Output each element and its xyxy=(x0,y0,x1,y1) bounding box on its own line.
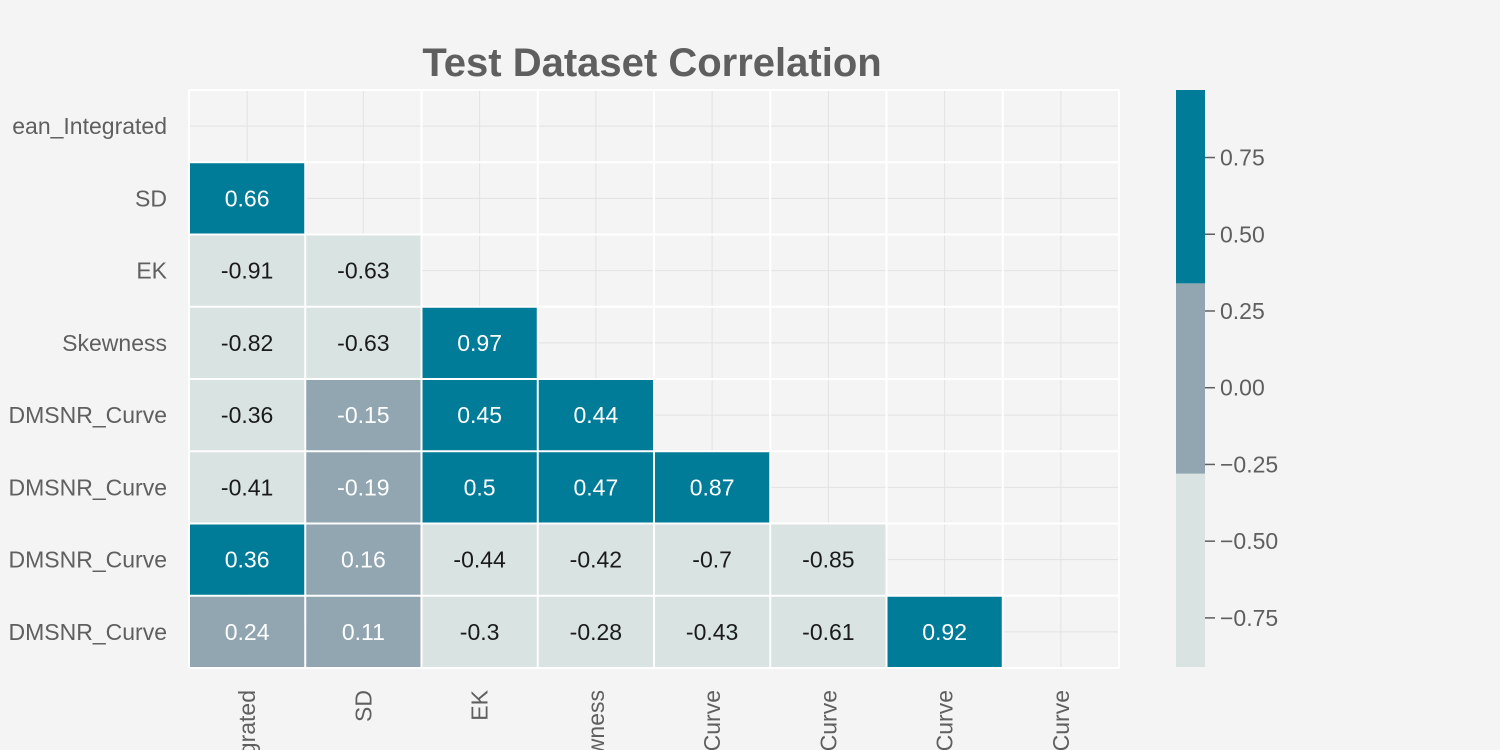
cell-value-label: 0.5 xyxy=(464,474,496,500)
heatmap-cell xyxy=(306,452,421,523)
cell-value-label: -0.28 xyxy=(570,619,622,645)
cell-value-label: 0.11 xyxy=(342,619,385,645)
heatmap-cell xyxy=(190,163,305,234)
colorbar-tick-label: 0.25 xyxy=(1220,298,1265,324)
heatmap-cell xyxy=(771,524,886,595)
x-tick-label: wness xyxy=(583,690,609,750)
cell-value-label: 0.24 xyxy=(225,619,270,645)
y-tick-label: Skewness xyxy=(62,330,167,356)
cell-value-label: -0.42 xyxy=(570,547,622,573)
x-tick-label: Curve xyxy=(699,690,725,750)
heatmap-cell xyxy=(887,596,1002,667)
heatmap-cell xyxy=(422,380,537,451)
x-tick-label: Curve xyxy=(815,690,841,750)
cell-value-label: -0.91 xyxy=(221,258,273,284)
y-tick-label: DMSNR_Curve xyxy=(9,547,167,573)
colorbar-tick-label: −0.25 xyxy=(1220,451,1278,477)
cell-value-label: -0.3 xyxy=(460,619,500,645)
heatmap-cell xyxy=(190,235,305,306)
x-tick-label: EK xyxy=(467,689,493,720)
cell-value-label: -0.43 xyxy=(686,619,738,645)
heatmap-cell xyxy=(771,596,886,667)
heatmap-cell xyxy=(306,235,421,306)
y-tick-label: SD xyxy=(135,185,167,211)
cell-value-label: -0.44 xyxy=(453,547,506,573)
x-tick-label: Curve xyxy=(1048,690,1074,750)
cell-value-label: -0.63 xyxy=(337,258,389,284)
heatmap-cell xyxy=(422,307,537,378)
heatmap-cell xyxy=(422,524,537,595)
x-axis-tick-labels: grated SD EK wness Curve Curve Curve Curve xyxy=(234,689,1074,750)
cell-value-label: -0.85 xyxy=(802,547,854,573)
heatmap-cell xyxy=(422,596,537,667)
colorbar-tick-label: −0.75 xyxy=(1220,605,1278,631)
cell-value-label: 0.87 xyxy=(690,474,735,500)
cell-value-label: -0.82 xyxy=(221,330,273,356)
heatmap-cell xyxy=(538,596,653,667)
colorbar-tick-label: 0.00 xyxy=(1220,375,1265,401)
colorbar-tick-label: −0.50 xyxy=(1220,528,1278,554)
heatmap-cell xyxy=(190,596,305,667)
heatmap-cell xyxy=(190,307,305,378)
cell-value-label: -0.61 xyxy=(802,619,854,645)
heatmap-cell xyxy=(655,452,770,523)
colorbar-segment xyxy=(1176,283,1205,474)
heatmap-cell xyxy=(655,524,770,595)
y-tick-label: DMSNR_Curve xyxy=(9,402,167,428)
heatmap-cell xyxy=(422,452,537,523)
heatmap-cell xyxy=(538,524,653,595)
cell-value-label: 0.45 xyxy=(457,402,502,428)
colorbar-tick-label: 0.75 xyxy=(1220,145,1265,171)
cell-value-label: 0.47 xyxy=(573,474,618,500)
cell-value-label: 0.92 xyxy=(922,619,967,645)
cell-value-label: 0.97 xyxy=(457,330,502,356)
cell-value-label: -0.7 xyxy=(692,547,732,573)
colorbar-segment xyxy=(1176,473,1205,667)
cell-value-label: 0.44 xyxy=(573,402,618,428)
cell-value-label: -0.19 xyxy=(337,474,389,500)
x-tick-label: SD xyxy=(350,690,376,722)
heatmap-cell xyxy=(306,307,421,378)
heatmap-cell xyxy=(538,380,653,451)
cell-value-label: -0.41 xyxy=(221,474,273,500)
chart-title: Test Dataset Correlation xyxy=(422,41,881,85)
y-tick-label: ean_Integrated xyxy=(12,113,167,139)
heatmap-cell xyxy=(190,452,305,523)
heatmap-cell xyxy=(655,596,770,667)
cell-value-label: -0.63 xyxy=(337,330,389,356)
colorbar-segment xyxy=(1176,90,1205,284)
cell-value-label: -0.15 xyxy=(337,402,389,428)
y-axis-tick-labels: ean_Integrated SD EK Skewness DMSNR_Curve DMS… xyxy=(9,113,168,645)
colorbar-tick-label: 0.50 xyxy=(1220,221,1265,247)
heatmap-cell xyxy=(190,380,305,451)
heatmap-cell xyxy=(190,524,305,595)
cell-value-label: 0.36 xyxy=(225,547,270,573)
heatmap-cells: 0.66 -0.91 -0.63 -0.82 -0.63 0.97 -0.36 -0.15 0.… xyxy=(190,163,1002,667)
cell-value-label: -0.36 xyxy=(221,402,273,428)
y-tick-label: DMSNR_Curve xyxy=(9,474,167,500)
cell-value-label: 0.66 xyxy=(225,185,270,211)
heatmap-cell xyxy=(306,524,421,595)
heatmap-cell xyxy=(306,380,421,451)
y-tick-label: EK xyxy=(136,258,167,284)
heatmap-cell xyxy=(538,452,653,523)
x-tick-label: grated xyxy=(234,690,260,750)
heatmap-cell xyxy=(306,596,421,667)
y-tick-label: DMSNR_Curve xyxy=(9,619,167,645)
x-tick-label: Curve xyxy=(932,690,958,750)
cell-value-label: 0.16 xyxy=(341,547,386,573)
colorbar: 0.75 0.50 0.25 0.00 −0.25 −0.50 −0.75 xyxy=(1176,90,1278,667)
